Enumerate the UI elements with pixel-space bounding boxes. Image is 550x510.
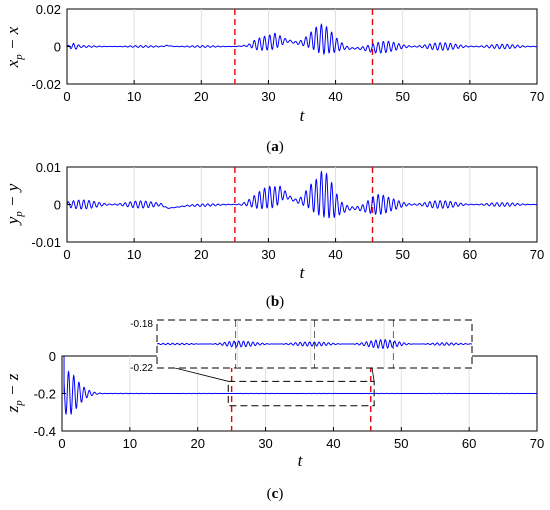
marker-lines-b: [234, 167, 374, 242]
x-tick-label-a-6: 60: [463, 89, 477, 104]
caption-a: (a): [266, 139, 284, 155]
x-tick-label-a-1: 10: [127, 89, 141, 104]
y-axis-label-b: yp − y: [3, 183, 25, 226]
caption-b: (b): [266, 294, 284, 310]
x-tick-label-c-4: 40: [326, 436, 340, 451]
series-line-a: [66, 23, 538, 56]
caption-c: (c): [267, 486, 284, 502]
x-tick-label-b-1: 10: [127, 247, 141, 262]
x-tick-label-a-3: 30: [261, 89, 275, 104]
x-tick-label-a-7: 70: [530, 89, 544, 104]
x-ticks-a: 0 10 20 30 40 50 60 70: [63, 80, 544, 104]
x-axis-label-c: t: [298, 451, 304, 470]
x-tick-label-c-5: 50: [394, 436, 408, 451]
x-tick-label-c-1: 10: [123, 436, 137, 451]
y-tick-label-a-1: 0: [54, 40, 61, 55]
x-tick-label-c-3: 30: [258, 436, 272, 451]
x-tick-label-a-2: 20: [194, 89, 208, 104]
panel-b: 0 10 20 30 40 50 60 70 0.010-0.01 yp − y t (b): [3, 160, 544, 310]
zoom-box: [174, 367, 375, 407]
panel-a: 0 10 20 30 40 50 60 70 0.020-0.02 xp − x t (a): [3, 2, 544, 155]
x-axis-label-a: t: [300, 106, 306, 125]
y-ticks-b: 0.01 0 -0.01: [31, 160, 71, 250]
marker-lines-a: [234, 9, 374, 84]
y-tick-label-a-2: -0.02: [31, 77, 61, 92]
y-tick-label-a-0: 0.02: [36, 2, 61, 17]
x-tick-label-b-0: 0: [63, 247, 70, 262]
series-line-b: [66, 170, 538, 219]
y-tick-label-b-2: -0.01: [31, 235, 61, 250]
inset-ytick-bottom: -0.22: [130, 363, 153, 374]
zoom-rectangle: [227, 380, 375, 407]
panel-c: 0 10 20 30 40 50 60 70 0 -0.2 -0.4 -0.18 -0.22 zp…: [3, 319, 544, 502]
y-tick-label-b-1: 0: [54, 198, 61, 213]
x-tick-label-b-3: 30: [261, 247, 275, 262]
inset-series-line: [156, 339, 473, 349]
x-tick-label-a-5: 50: [395, 89, 409, 104]
x-tick-label-c-6: 60: [462, 436, 476, 451]
y-tick-label-c-1: -0.2: [34, 387, 56, 402]
x-tick-label-a-4: 40: [328, 89, 342, 104]
zoom-connector-right: [371, 367, 375, 382]
y-tick-label-c-2: -0.4: [34, 424, 56, 439]
y-ticks-a: 0.02 0 -0.02: [31, 2, 71, 92]
y-axis-label-c: zp − z: [3, 373, 25, 413]
x-tick-label-c-0: 0: [58, 436, 65, 451]
x-tick-label-c-2: 20: [190, 436, 204, 451]
x-tick-label-b-4: 40: [328, 247, 342, 262]
x-tick-label-b-5: 50: [395, 247, 409, 262]
zoom-connector-left: [174, 367, 229, 382]
plot-area-a: [66, 8, 538, 85]
y-tick-label-c-0: 0: [49, 349, 56, 364]
series-line-c: [62, 355, 537, 416]
x-tick-label-a-0: 0: [63, 89, 70, 104]
inset-plot: -0.18 -0.22: [130, 319, 473, 374]
y-ticks-c: 0 -0.2 -0.4: [34, 349, 66, 439]
x-axis-label-b: t: [300, 263, 306, 282]
y-axis-label-a: xp − x: [3, 26, 25, 68]
x-tick-label-b-6: 60: [463, 247, 477, 262]
x-ticks-c: 0 10 20 30 40 50 60 70: [58, 427, 544, 451]
x-tick-label-b-2: 20: [194, 247, 208, 262]
x-ticks-b: 0 10 20 30 40 50 60 70: [63, 238, 544, 262]
inset-ytick-top: -0.18: [130, 319, 153, 330]
x-tick-label-c-7: 70: [530, 436, 544, 451]
x-tick-label-b-7: 70: [530, 247, 544, 262]
y-tick-label-b-0: 0.01: [36, 160, 61, 175]
